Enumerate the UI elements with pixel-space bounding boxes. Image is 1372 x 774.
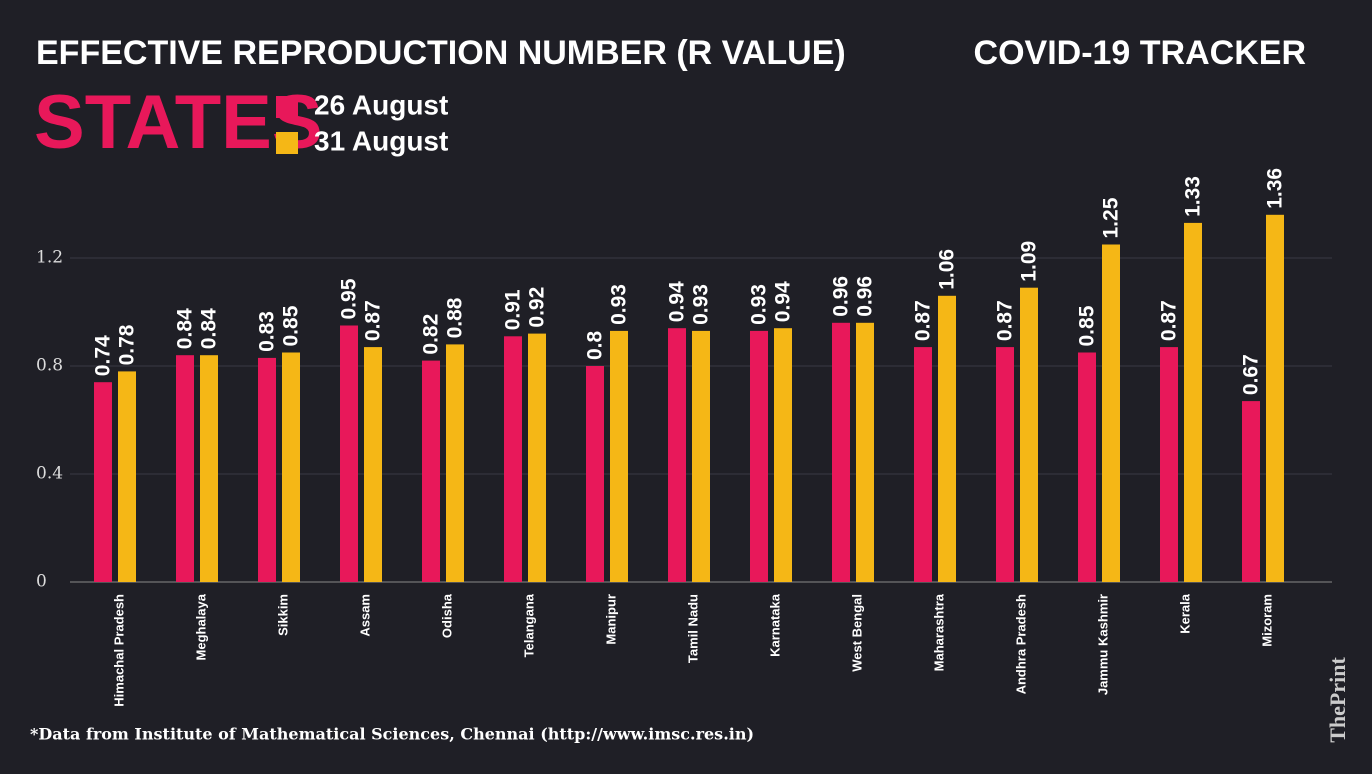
- bar: [1078, 352, 1096, 582]
- value-label: 1.33: [1182, 176, 1205, 217]
- x-tick-label: Telangana: [521, 593, 536, 657]
- value-label: 0.95: [338, 278, 361, 319]
- bar: [938, 295, 956, 582]
- value-label: 0.88: [444, 297, 467, 338]
- value-label: 1.09: [1018, 241, 1041, 282]
- legend-label: 26 August: [314, 89, 448, 120]
- value-label: 1.25: [1100, 197, 1123, 238]
- value-label: 0.8: [584, 330, 607, 360]
- value-label: 0.96: [830, 276, 853, 317]
- bar: [1184, 222, 1202, 582]
- value-label: 0.87: [362, 300, 385, 341]
- brand-logo: ThePrint: [1325, 657, 1350, 743]
- x-tick-label: Tamil Nadu: [685, 594, 700, 663]
- value-label: 0.83: [256, 311, 279, 352]
- x-tick-label: Andhra Pradesh: [1013, 594, 1028, 694]
- y-tick-label: 0.8: [36, 356, 63, 376]
- bar: [1242, 401, 1260, 582]
- bar: [528, 333, 546, 582]
- value-label: 0.85: [1076, 305, 1099, 346]
- x-tick-label: Manipur: [603, 594, 618, 645]
- bar: [176, 355, 194, 582]
- x-tick-label: Karnataka: [767, 593, 782, 657]
- bar: [422, 360, 440, 582]
- chart-subtitle: STATES: [34, 80, 323, 165]
- y-tick-label: 0: [36, 572, 47, 592]
- value-label: 0.94: [666, 281, 689, 322]
- bar: [364, 347, 382, 582]
- x-tick-label: Meghalaya: [193, 593, 208, 660]
- bar: [282, 352, 300, 582]
- tracker-label: COVID-19 TRACKER: [974, 34, 1306, 72]
- value-label: 1.36: [1264, 168, 1287, 209]
- bar: [914, 347, 932, 582]
- value-label: 0.92: [526, 287, 549, 328]
- value-label: 0.84: [174, 308, 197, 349]
- bar: [610, 330, 628, 582]
- value-label: 0.78: [116, 324, 139, 365]
- bar: [94, 382, 112, 582]
- bar: [832, 322, 850, 582]
- value-label: 0.93: [748, 284, 771, 325]
- value-label: 1.06: [936, 249, 959, 290]
- bar: [750, 330, 768, 582]
- x-tick-label: West Bengal: [849, 594, 864, 672]
- bar: [856, 322, 874, 582]
- footnote: *Data from Institute of Mathematical Sci…: [30, 725, 754, 744]
- x-tick-label: Sikkim: [275, 594, 290, 636]
- legend-swatch: [276, 132, 298, 154]
- value-label: 0.93: [690, 284, 713, 325]
- bar: [692, 330, 710, 582]
- value-label: 0.96: [854, 276, 877, 317]
- value-label: 0.87: [994, 300, 1017, 341]
- x-tick-label: Assam: [357, 594, 372, 637]
- value-label: 0.91: [502, 289, 525, 330]
- value-label: 0.85: [280, 305, 303, 346]
- value-label: 0.74: [92, 335, 115, 376]
- x-tick-label: Jammu Kashmir: [1095, 594, 1110, 695]
- bar: [668, 328, 686, 582]
- value-label: 0.84: [198, 308, 221, 349]
- bar: [1020, 287, 1038, 582]
- bar: [504, 336, 522, 582]
- x-tick-label: Kerala: [1177, 593, 1192, 634]
- bar: [118, 371, 136, 582]
- value-label: 0.87: [912, 300, 935, 341]
- x-tick-label: Mizoram: [1259, 594, 1274, 647]
- bar: [258, 357, 276, 582]
- x-tick-label: Odisha: [439, 593, 454, 638]
- bar: [1102, 244, 1120, 582]
- y-tick-label: 0.4: [36, 464, 63, 484]
- value-label: 0.67: [1240, 354, 1263, 395]
- value-label: 0.82: [420, 314, 443, 355]
- bar: [340, 325, 358, 582]
- bar: [996, 347, 1014, 582]
- bar: [200, 355, 218, 582]
- y-tick-label: 1.2: [36, 248, 63, 268]
- x-tick-label: Maharashtra: [931, 593, 946, 671]
- bar: [774, 328, 792, 582]
- legend-swatch: [276, 96, 298, 118]
- bar: [446, 344, 464, 582]
- chart-title: EFFECTIVE REPRODUCTION NUMBER (R VALUE): [36, 34, 846, 72]
- value-label: 0.87: [1158, 300, 1181, 341]
- bar: [1160, 347, 1178, 582]
- value-label: 0.93: [608, 284, 631, 325]
- bar: [1266, 214, 1284, 583]
- value-label: 0.94: [772, 281, 795, 322]
- legend-label: 31 August: [314, 125, 448, 156]
- x-tick-label: Himachal Pradesh: [111, 594, 126, 707]
- bar: [586, 366, 604, 582]
